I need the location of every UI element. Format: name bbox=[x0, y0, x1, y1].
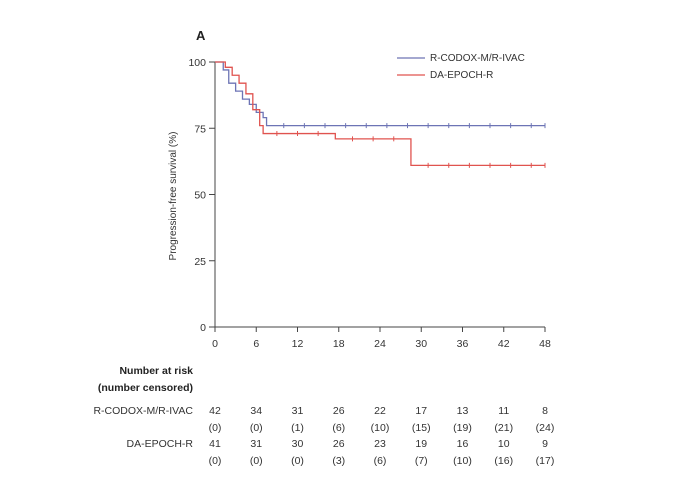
risk-row-label-r-codox: R-CODOX-M/R-IVAC bbox=[93, 405, 193, 417]
risk-at-risk-0-6: 13 bbox=[457, 405, 469, 417]
risk-table-header: Number at risk bbox=[119, 365, 193, 377]
risk-at-risk-0-4: 22 bbox=[374, 405, 386, 417]
risk-table: Number at risk (number censored) R-CODOX… bbox=[93, 365, 554, 467]
x-tick-label-36: 36 bbox=[457, 338, 469, 350]
risk-cells: 42 (0) 41 (0) 34 (0) 31 (0) 31 (1) 30 (0) 26 (6) 26 (3)… bbox=[209, 405, 555, 467]
legend-label-da-epoch: DA-EPOCH-R bbox=[430, 70, 493, 81]
y-tick-label-25: 25 bbox=[194, 256, 206, 268]
risk-censored-0-3: (6) bbox=[332, 422, 345, 434]
series-layer bbox=[215, 61, 546, 168]
risk-at-risk-1-6: 16 bbox=[457, 438, 469, 450]
risk-at-risk-1-1: 31 bbox=[250, 438, 262, 450]
y-tick-label-0: 0 bbox=[200, 322, 206, 334]
series-line-0 bbox=[215, 61, 545, 127]
risk-censored-1-5: (7) bbox=[415, 455, 428, 467]
risk-at-risk-0-0: 42 bbox=[209, 405, 221, 417]
risk-at-risk-1-2: 30 bbox=[292, 438, 304, 450]
risk-at-risk-0-2: 31 bbox=[292, 405, 304, 417]
risk-at-risk-1-7: 10 bbox=[498, 438, 510, 450]
risk-censored-1-8: (17) bbox=[536, 455, 555, 467]
x-tick-label-48: 48 bbox=[539, 338, 551, 350]
risk-censored-1-3: (3) bbox=[332, 455, 345, 467]
risk-at-risk-1-4: 23 bbox=[374, 438, 386, 450]
risk-at-risk-0-5: 17 bbox=[415, 405, 427, 417]
risk-censored-0-0: (0) bbox=[209, 422, 222, 434]
risk-at-risk-0-7: 11 bbox=[498, 405, 509, 417]
risk-censored-0-5: (15) bbox=[412, 422, 431, 434]
risk-at-risk-1-5: 19 bbox=[415, 438, 427, 450]
legend: R-CODOX-M/R-IVAC DA-EPOCH-R bbox=[397, 53, 525, 81]
risk-censored-1-1: (0) bbox=[250, 455, 263, 467]
panel-label: A bbox=[196, 28, 206, 43]
x-tick-label-18: 18 bbox=[333, 338, 345, 350]
risk-at-risk-0-8: 8 bbox=[542, 405, 548, 417]
risk-censored-0-6: (19) bbox=[453, 422, 472, 434]
risk-censored-0-8: (24) bbox=[536, 422, 555, 434]
risk-at-risk-1-3: 26 bbox=[333, 438, 345, 450]
risk-censored-1-0: (0) bbox=[209, 455, 222, 467]
risk-at-risk-1-0: 41 bbox=[209, 438, 221, 450]
risk-at-risk-0-1: 34 bbox=[250, 405, 262, 417]
risk-table-subheader: (number censored) bbox=[98, 382, 193, 394]
risk-censored-0-4: (10) bbox=[371, 422, 390, 434]
risk-censored-0-1: (0) bbox=[250, 422, 263, 434]
y-tick-label-100: 100 bbox=[188, 57, 206, 69]
x-tick-label-6: 6 bbox=[253, 338, 259, 350]
x-ticks: 0 6 12 18 24 30 36 42 48 bbox=[212, 327, 551, 350]
x-tick-label-0: 0 bbox=[212, 338, 218, 350]
y-tick-label-75: 75 bbox=[194, 123, 206, 135]
x-tick-label-42: 42 bbox=[498, 338, 510, 350]
risk-row-label-da-epoch: DA-EPOCH-R bbox=[126, 438, 193, 450]
risk-at-risk-1-8: 9 bbox=[542, 438, 548, 450]
risk-censored-1-4: (6) bbox=[374, 455, 387, 467]
x-tick-label-24: 24 bbox=[374, 338, 386, 350]
series-line-1 bbox=[215, 61, 545, 166]
risk-at-risk-0-3: 26 bbox=[333, 405, 345, 417]
y-axis-title: Progression-free survival (%) bbox=[168, 132, 179, 261]
y-tick-label-50: 50 bbox=[194, 190, 206, 202]
legend-label-r-codox: R-CODOX-M/R-IVAC bbox=[430, 53, 525, 64]
axes bbox=[214, 62, 545, 328]
risk-censored-0-7: (21) bbox=[494, 422, 513, 434]
risk-censored-0-2: (1) bbox=[291, 422, 304, 434]
risk-censored-1-6: (10) bbox=[453, 455, 472, 467]
x-tick-label-12: 12 bbox=[292, 338, 304, 350]
risk-censored-1-2: (0) bbox=[291, 455, 304, 467]
risk-censored-1-7: (16) bbox=[494, 455, 513, 467]
x-tick-label-30: 30 bbox=[415, 338, 427, 350]
y-ticks: 0 25 50 75 100 bbox=[188, 57, 215, 334]
